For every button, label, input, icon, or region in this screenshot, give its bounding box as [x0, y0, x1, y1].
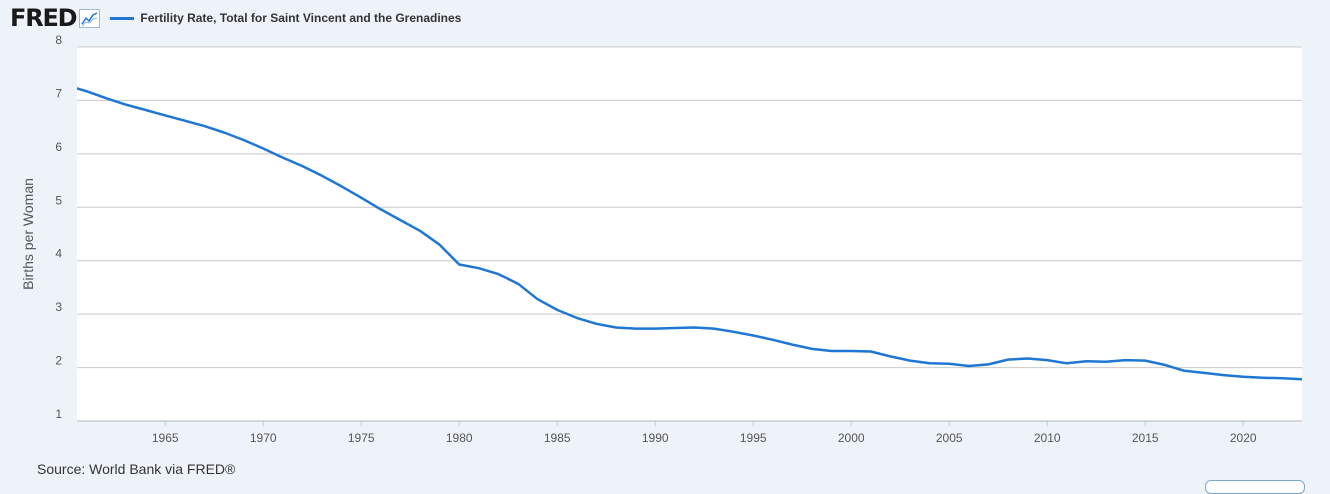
- x-tick-label: 2005: [936, 431, 963, 445]
- x-tick-label: 1975: [348, 431, 375, 445]
- x-tick-label: 2020: [1230, 431, 1257, 445]
- x-tick-label: 1965: [152, 431, 179, 445]
- plot-area: [77, 47, 1302, 421]
- y-tick-label: 1: [55, 407, 62, 421]
- y-tick-label: 6: [55, 140, 62, 154]
- fred-logo[interactable]: FRED: [10, 4, 78, 32]
- y-tick-label: 7: [55, 86, 62, 100]
- x-tick-label: 2015: [1132, 431, 1159, 445]
- trend-line-icon: [79, 8, 101, 28]
- series-line: [77, 87, 1302, 381]
- x-tick-label: 1990: [642, 431, 669, 445]
- y-tick-label: 4: [55, 247, 62, 261]
- x-tick-label: 2010: [1034, 431, 1061, 445]
- legend-swatch: [110, 16, 135, 20]
- chart-action-button[interactable]: [1205, 480, 1305, 494]
- y-tick-label: 8: [55, 33, 62, 47]
- source-note: Source: World Bank via FRED®: [37, 461, 236, 477]
- x-tick-label: 1995: [740, 431, 767, 445]
- y-tick-label: 2: [55, 354, 62, 368]
- x-tick-label: 1970: [250, 431, 277, 445]
- y-tick-label: 3: [55, 300, 62, 314]
- y-tick-label: 5: [55, 193, 62, 207]
- chart-header: FRED Fertility Rate, Total for Saint Vin…: [10, 4, 461, 32]
- y-axis-label: Births per Woman: [20, 178, 36, 290]
- line-chart: 1 2 3 4 5 6 7 8 1965 1970 1975 1980 1985 1990 1995 2000…: [20, 33, 1302, 445]
- chart-legend[interactable]: Fertility Rate, Total for Saint Vincent …: [110, 11, 461, 25]
- x-tick-label: 2000: [838, 431, 865, 445]
- x-tick-label: 1985: [544, 431, 571, 445]
- x-tick-label: 1980: [446, 431, 473, 445]
- legend-label: Fertility Rate, Total for Saint Vincent …: [140, 11, 462, 25]
